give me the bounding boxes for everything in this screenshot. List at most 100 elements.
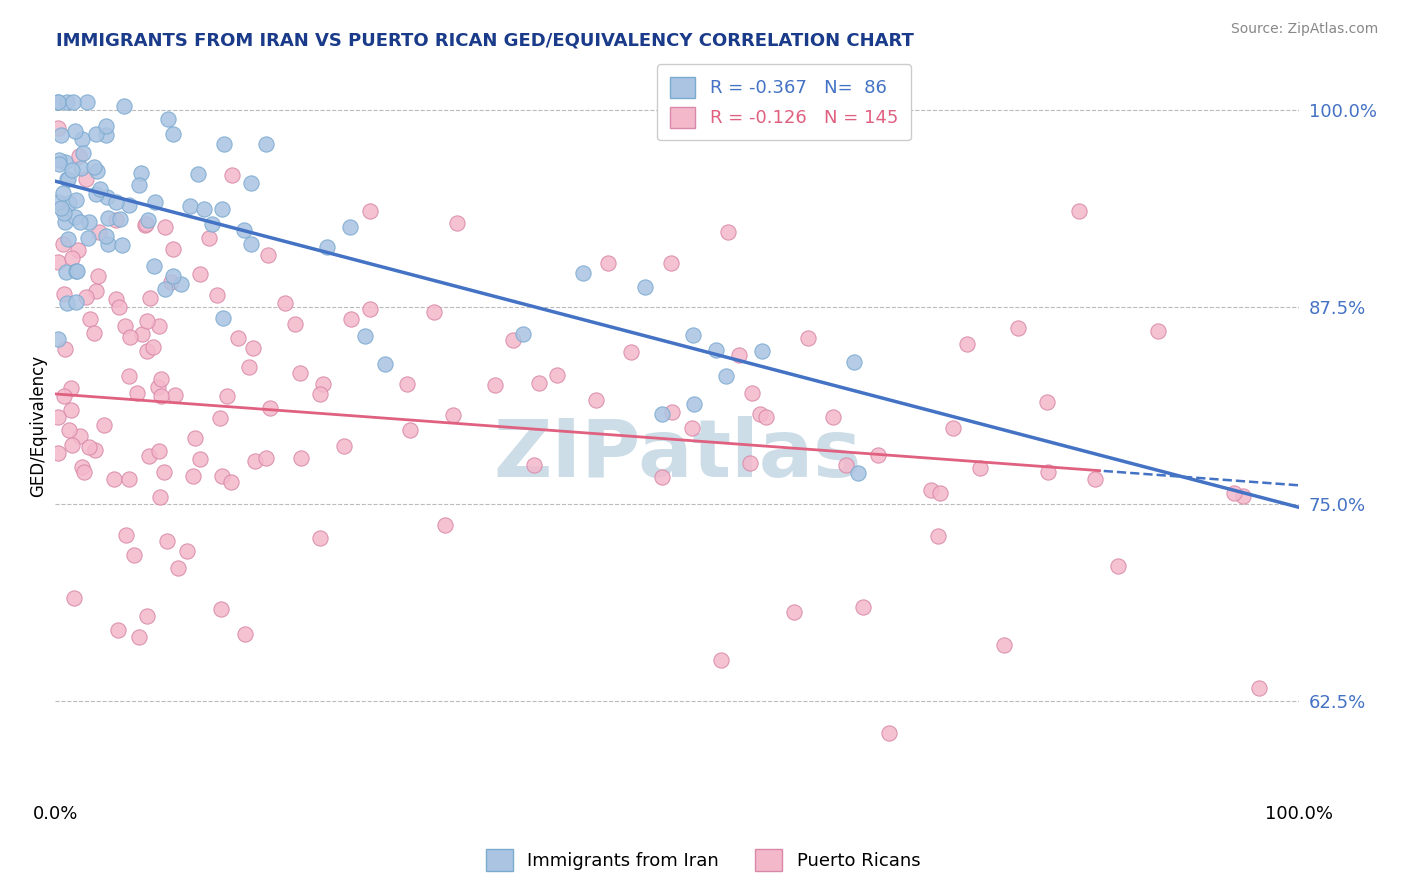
Point: [1232, 489, 1254, 503]
Point: [70, 161, 93, 176]
Point: [571, 266, 593, 280]
Point: [105, 194, 128, 209]
Point: [423, 304, 446, 318]
Point: [226, 331, 249, 345]
Point: [105, 213, 128, 227]
Point: [83, 326, 105, 341]
Point: [65, 193, 87, 207]
Point: [441, 408, 464, 422]
Point: [207, 288, 229, 302]
Point: [546, 368, 568, 382]
Point: [738, 456, 761, 470]
Point: [188, 451, 211, 466]
Point: [148, 443, 170, 458]
Point: [170, 277, 193, 292]
Point: [254, 451, 277, 466]
Point: [145, 195, 167, 210]
Point: [993, 638, 1015, 652]
Point: [73, 465, 96, 479]
Point: [58, 195, 80, 210]
Point: [866, 448, 889, 462]
Point: [48, 153, 70, 168]
Point: [46, 332, 69, 346]
Point: [714, 369, 737, 384]
Point: [184, 432, 207, 446]
Point: [512, 326, 534, 341]
Point: [211, 202, 233, 217]
Point: [52, 237, 75, 252]
Point: [115, 528, 138, 542]
Point: [118, 198, 141, 212]
Point: [79, 311, 101, 326]
Point: [598, 255, 620, 269]
Point: [927, 529, 949, 543]
Point: [751, 343, 773, 358]
Point: [484, 378, 506, 392]
Point: [97, 236, 120, 251]
Point: [83, 160, 105, 174]
Point: [259, 401, 281, 416]
Point: [290, 451, 312, 466]
Point: [128, 630, 150, 644]
Point: [783, 605, 806, 619]
Point: [125, 386, 148, 401]
Point: [52, 206, 75, 220]
Point: [63, 211, 86, 225]
Point: [117, 368, 139, 383]
Point: [162, 242, 184, 256]
Point: [179, 199, 201, 213]
Point: [136, 314, 159, 328]
Point: [741, 386, 763, 401]
Point: [114, 318, 136, 333]
Point: [136, 609, 159, 624]
Point: [163, 387, 186, 401]
Point: [56, 171, 79, 186]
Text: Source: ZipAtlas.com: Source: ZipAtlas.com: [1230, 22, 1378, 37]
Point: [433, 517, 456, 532]
Legend: R = -0.367   N=  86, R = -0.126   N = 145: R = -0.367 N= 86, R = -0.126 N = 145: [658, 64, 911, 140]
Point: [651, 470, 673, 484]
Point: [374, 357, 396, 371]
Point: [333, 439, 356, 453]
Point: [682, 327, 704, 342]
Point: [396, 377, 419, 392]
Point: [105, 292, 128, 306]
Point: [162, 127, 184, 141]
Point: [70, 132, 93, 146]
Point: [309, 531, 332, 545]
Point: [76, 231, 98, 245]
Point: [146, 380, 169, 394]
Point: [755, 409, 778, 424]
Point: [620, 345, 643, 359]
Point: [62, 95, 84, 110]
Point: [69, 214, 91, 228]
Point: [60, 163, 83, 178]
Point: [651, 407, 673, 421]
Point: [1069, 204, 1091, 219]
Point: [942, 421, 965, 435]
Point: [1147, 324, 1170, 338]
Point: [89, 182, 111, 196]
Legend: Immigrants from Iran, Puerto Ricans: Immigrants from Iran, Puerto Ricans: [478, 842, 928, 879]
Point: [797, 331, 820, 345]
Point: [48, 157, 70, 171]
Point: [188, 267, 211, 281]
Point: [49, 128, 72, 143]
Point: [53, 155, 76, 169]
Point: [835, 458, 858, 472]
Point: [359, 204, 381, 219]
Point: [55, 264, 77, 278]
Point: [187, 167, 209, 181]
Point: [1007, 321, 1029, 335]
Point: [75, 172, 97, 186]
Point: [920, 483, 942, 498]
Point: [217, 389, 239, 403]
Point: [243, 454, 266, 468]
Point: [53, 388, 76, 402]
Point: [131, 166, 153, 180]
Point: [84, 127, 107, 141]
Point: [46, 95, 69, 110]
Point: [149, 371, 172, 385]
Point: [821, 409, 844, 424]
Point: [929, 486, 952, 500]
